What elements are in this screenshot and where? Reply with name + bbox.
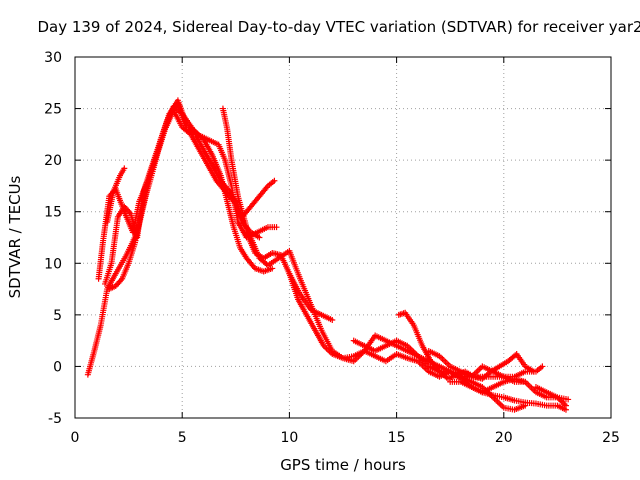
x-tick-label: 15 <box>388 430 406 446</box>
data-point <box>273 224 280 231</box>
y-tick-label: 15 <box>44 205 62 221</box>
y-tick-label: 10 <box>44 256 62 272</box>
y-tick-label: 0 <box>53 359 62 375</box>
data-point <box>562 402 569 409</box>
y-tick-label: 25 <box>44 102 62 118</box>
y-tick-label: 5 <box>53 308 62 324</box>
plot-frame <box>74 56 612 419</box>
x-tick-label: 10 <box>280 430 298 446</box>
series-satellite-track-4 <box>104 165 128 226</box>
x-tick-label: 5 <box>178 430 187 446</box>
grid-lines <box>75 57 611 418</box>
x-tick-label: 0 <box>71 430 80 446</box>
data-points <box>84 97 572 413</box>
series-satellite-track-10 <box>395 309 537 382</box>
series-satellite-track-8 <box>286 270 336 324</box>
x-axis-label: GPS time / hours <box>280 456 406 474</box>
y-axis-label: SDTVAR / TECUs <box>6 175 24 298</box>
y-tick-label: 20 <box>44 153 62 169</box>
x-tick-label: 20 <box>495 430 513 446</box>
data-point <box>539 363 546 370</box>
series-satellite-track-7 <box>243 229 529 413</box>
y-tick-label: -5 <box>48 411 62 427</box>
y-tick-label: 30 <box>44 50 62 66</box>
data-point <box>121 165 128 172</box>
series-satellite-track-13 <box>532 384 569 409</box>
x-tick-label: 25 <box>602 430 620 446</box>
series-satellite-track-6 <box>219 105 569 413</box>
data-point <box>522 402 529 409</box>
data-point <box>565 396 572 403</box>
data-point <box>271 177 278 184</box>
chart-title: Day 139 of 2024, Sidereal Day-to-day VTE… <box>37 18 640 36</box>
data-point <box>269 265 276 272</box>
data-point <box>329 317 336 324</box>
data-point <box>256 234 263 241</box>
axis-ticks: 0 5 10 15 20 25 -5 0 5 10 15 20 25 30 <box>44 50 620 446</box>
